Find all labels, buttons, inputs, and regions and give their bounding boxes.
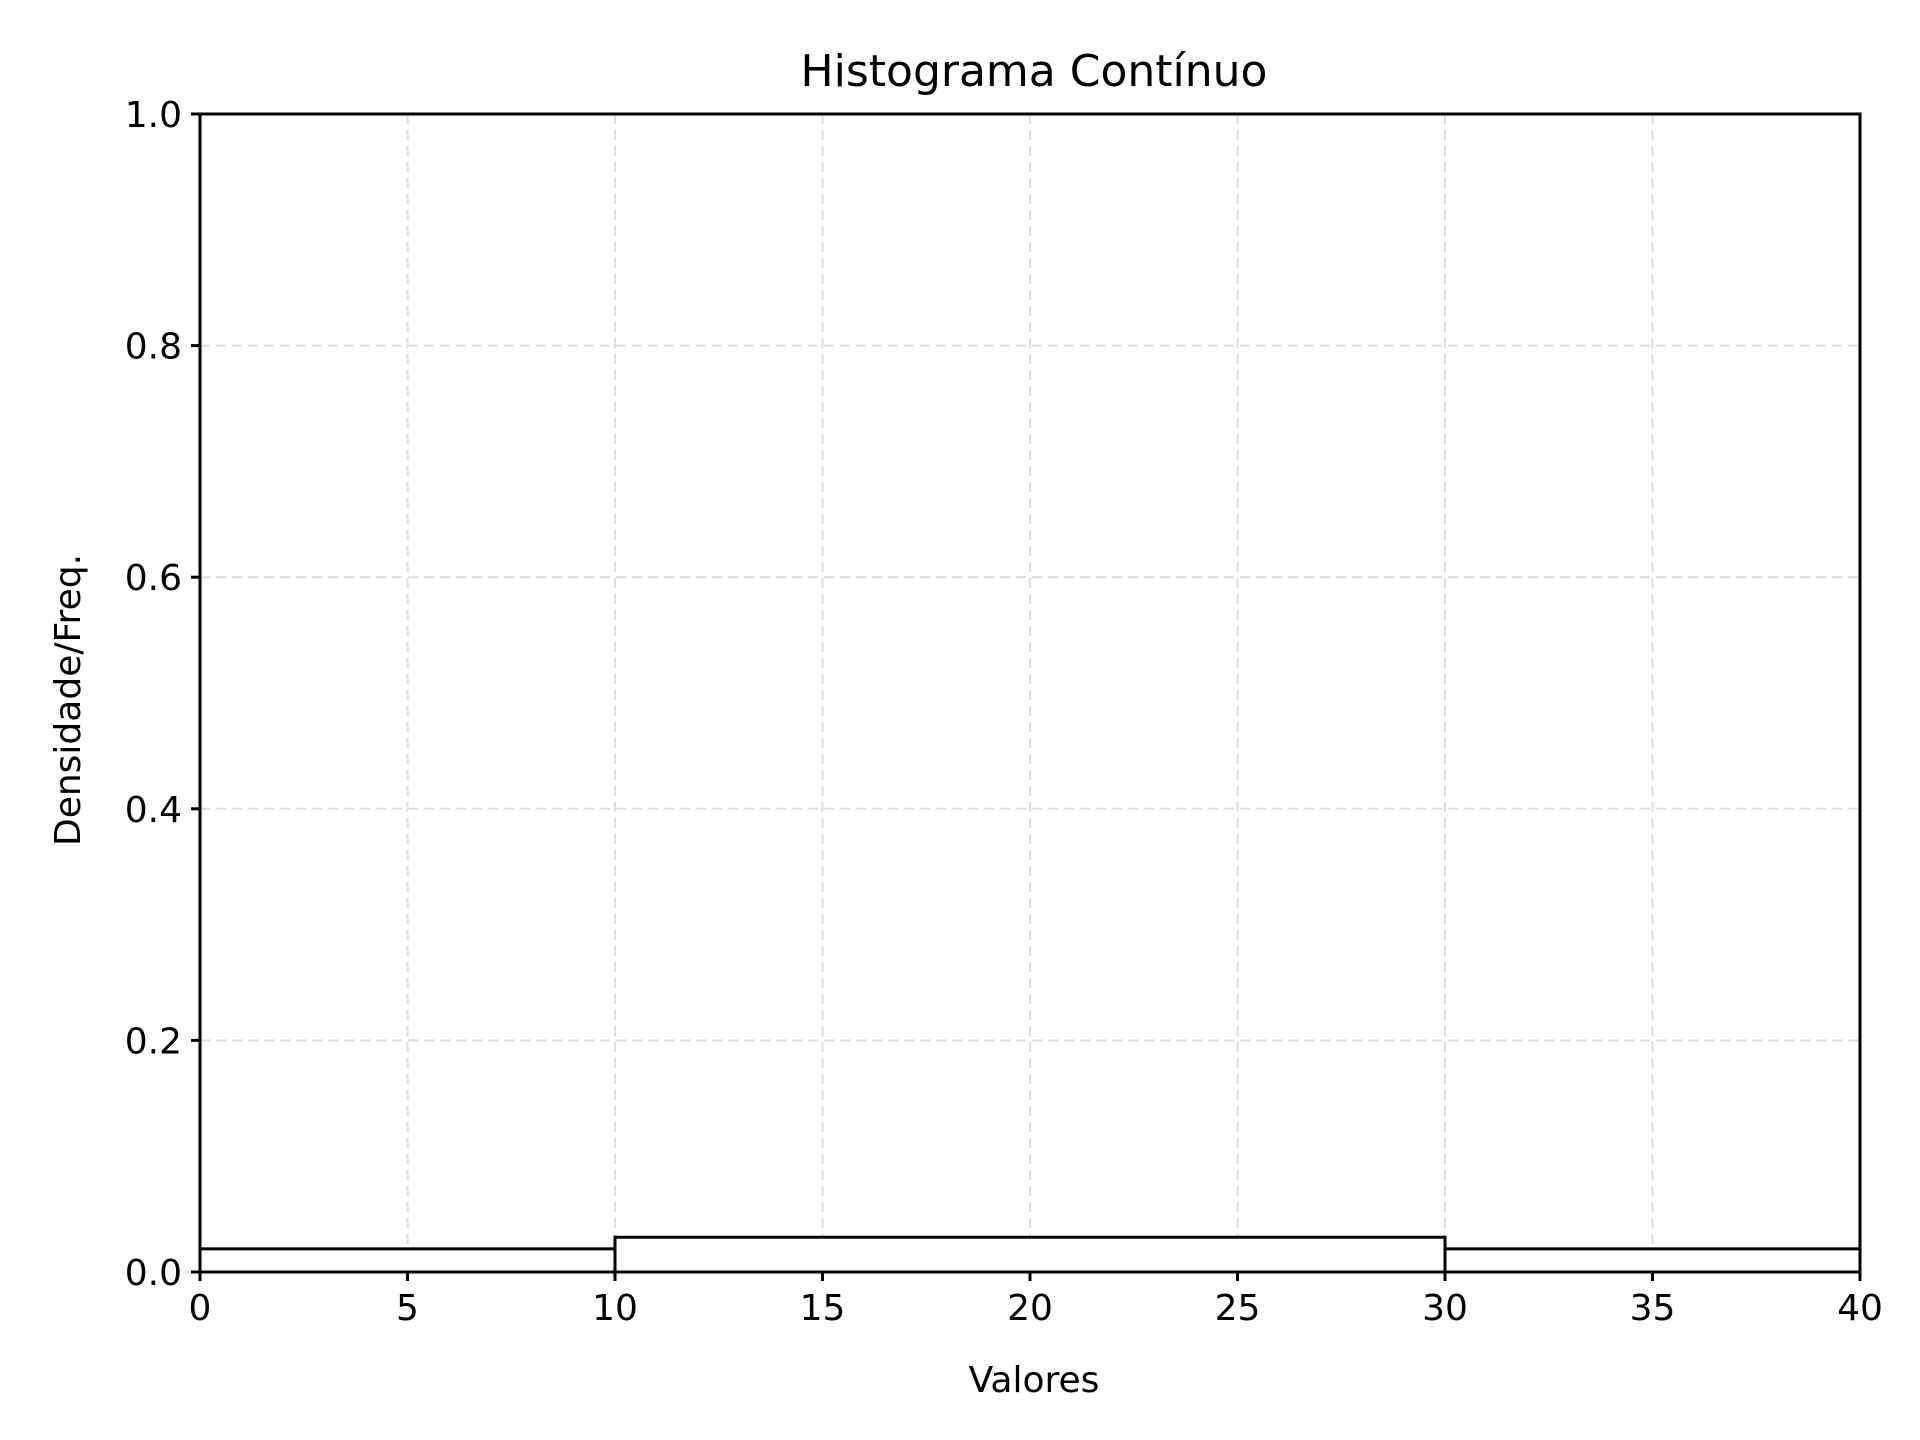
- y-tick-label: 0.6: [125, 558, 182, 599]
- grid-lines: [199, 113, 1861, 1273]
- histogram-bar-0: [198, 1247, 617, 1274]
- x-tick-label: 35: [1630, 1288, 1676, 1329]
- y-tick-label: 0.0: [125, 1253, 182, 1294]
- x-tick-label: 10: [592, 1288, 638, 1329]
- x-tick-label: 0: [189, 1288, 212, 1329]
- y-axis-label: Densidade/Freq.: [48, 554, 89, 846]
- histogram-bar-2: [1443, 1247, 1862, 1274]
- histogram-bar-1: [613, 1235, 1447, 1274]
- x-tick-label: 15: [800, 1288, 846, 1329]
- x-tick-label: 25: [1215, 1288, 1261, 1329]
- y-tick-label: 0.2: [125, 1021, 182, 1062]
- x-axis-label: Valores: [969, 1360, 1100, 1401]
- x-tick-label: 5: [396, 1288, 419, 1329]
- y-tick-label: 1.0: [125, 95, 182, 136]
- chart-title: Histograma Contínuo: [801, 46, 1268, 97]
- histogram-bars: [198, 1235, 1862, 1274]
- y-tick-label: 0.4: [125, 790, 182, 831]
- axes: 0 5 10 15 20 25 30 35 40 0.0 0.2 0.4 0.6 0.8 1.0: [125, 95, 1883, 1329]
- x-tick-label: 30: [1422, 1288, 1468, 1329]
- x-tick-label: 40: [1837, 1288, 1883, 1329]
- y-tick-label: 0.8: [125, 327, 182, 368]
- x-tick-label: 20: [1007, 1288, 1053, 1329]
